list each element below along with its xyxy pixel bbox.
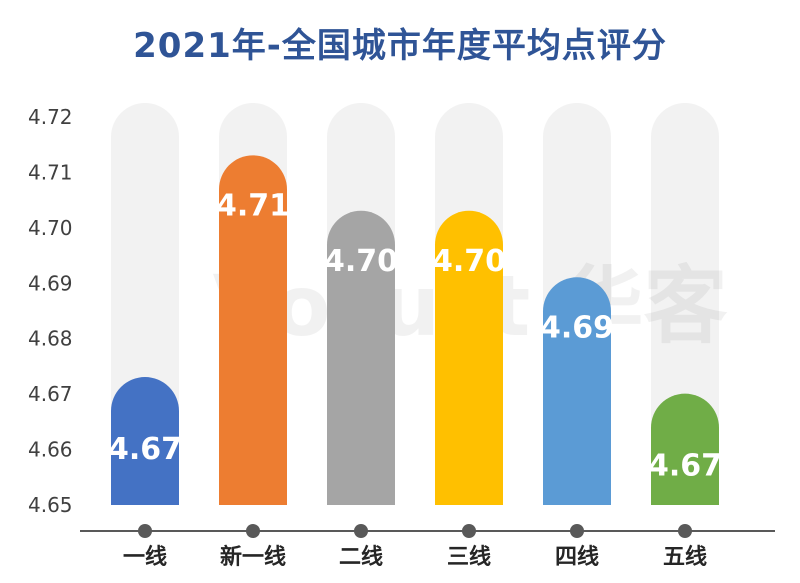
bar bbox=[651, 393, 719, 505]
y-tick-label: 4.69 bbox=[28, 271, 73, 295]
chart-title: 2021年-全国城市年度平均点评分 bbox=[133, 26, 667, 66]
category-labels: 一线 新一线 二线 三线 四线 五线 bbox=[123, 544, 707, 570]
y-tick-label: 4.68 bbox=[28, 327, 73, 351]
x-axis-markers bbox=[138, 524, 692, 538]
category-label: 五线 bbox=[663, 544, 707, 570]
y-tick-label: 4.71 bbox=[28, 160, 73, 184]
axis-marker bbox=[570, 524, 584, 538]
value-label: 4.71 bbox=[216, 188, 290, 223]
value-label: 4.67 bbox=[108, 432, 182, 467]
axis-marker bbox=[354, 524, 368, 538]
axis-marker bbox=[678, 524, 692, 538]
axis-marker bbox=[138, 524, 152, 538]
bar bbox=[111, 377, 179, 505]
category-label: 二线 bbox=[339, 544, 383, 570]
data-bars bbox=[111, 155, 719, 506]
value-label: 4.69 bbox=[540, 310, 614, 345]
axis-marker bbox=[246, 524, 260, 538]
bar bbox=[543, 277, 611, 505]
category-label: 三线 bbox=[447, 544, 491, 570]
y-tick-label: 4.65 bbox=[28, 493, 73, 517]
y-tick-label: 4.70 bbox=[28, 216, 73, 240]
value-label: 4.70 bbox=[324, 244, 398, 279]
bar bbox=[219, 155, 287, 506]
y-tick-label: 4.72 bbox=[28, 105, 73, 129]
bar bbox=[435, 210, 503, 505]
category-label: 一线 bbox=[123, 544, 167, 570]
value-label: 4.70 bbox=[432, 244, 506, 279]
y-tick-label: 4.66 bbox=[28, 438, 73, 462]
y-axis-ticks: 4.72 4.71 4.70 4.69 4.68 4.67 4.66 4.65 bbox=[28, 105, 73, 517]
category-label: 四线 bbox=[555, 544, 599, 570]
value-label: 4.67 bbox=[648, 449, 722, 484]
bar bbox=[327, 210, 395, 505]
value-labels: 4.67 4.71 4.70 4.70 4.69 4.67 bbox=[108, 188, 722, 483]
category-label: 新一线 bbox=[220, 544, 286, 570]
y-tick-label: 4.67 bbox=[28, 382, 73, 406]
axis-marker bbox=[462, 524, 476, 538]
